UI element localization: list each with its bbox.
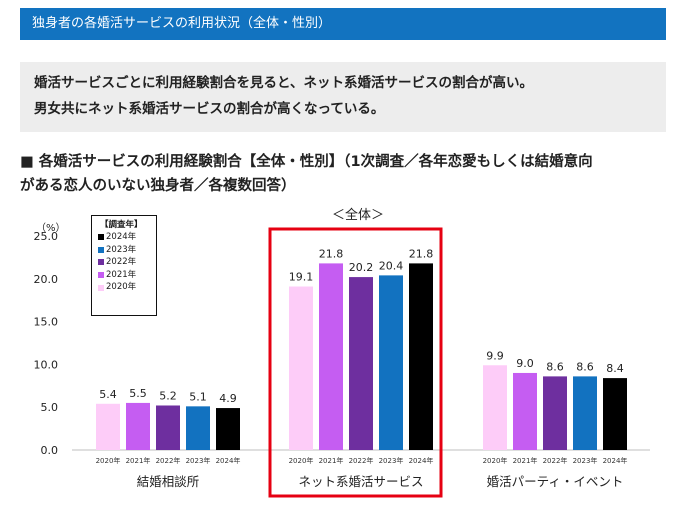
bar-value-label: 8.6 — [576, 360, 594, 373]
x-tick-label: 2021年 — [513, 456, 538, 465]
x-tick-label: 2023年 — [379, 456, 404, 465]
group-label: ネット系婚活サービス — [298, 474, 423, 489]
y-tick-label: 5.0 — [41, 401, 59, 414]
bar-value-label: 9.0 — [516, 357, 534, 370]
x-tick-label: 2023年 — [186, 456, 211, 465]
bar-value-label: 4.9 — [219, 392, 237, 405]
y-axis-unit: （%） — [36, 222, 66, 234]
page-header-title: 独身者の各婚活サービスの利用状況（全体・性別） — [32, 16, 332, 31]
bar-value-label: 8.4 — [606, 362, 624, 375]
bar-value-label: 5.5 — [129, 387, 147, 400]
bar — [573, 376, 597, 450]
bar — [349, 277, 373, 450]
x-tick-label: 2021年 — [126, 456, 151, 465]
bar-value-label: 5.4 — [99, 388, 117, 401]
x-tick-label: 2022年 — [349, 456, 374, 465]
legend-label: 2024年 — [106, 232, 137, 242]
bar — [483, 365, 507, 450]
bar — [543, 376, 567, 450]
y-tick-label: 25.0 — [34, 230, 59, 243]
bar — [319, 263, 343, 450]
summary-line: 男女共にネット系婚活サービスの割合が高くなっている。 — [34, 101, 385, 117]
legend-label: 2022年 — [106, 257, 137, 268]
section-title-line: ■ 各婚活サービスの利用経験割合【全体・性別】（1次調査／各年恋愛もしくは結婚意… — [20, 154, 593, 170]
x-tick-label: 2024年 — [409, 456, 434, 465]
bar-value-label: 20.2 — [349, 261, 374, 274]
section-title-line: がある恋人のいない独身者／各複数回答） — [20, 178, 296, 194]
bar-value-label: 19.1 — [289, 271, 314, 284]
legend-swatch — [98, 272, 104, 279]
bar — [126, 402, 150, 450]
bar — [409, 263, 433, 450]
bar — [96, 403, 120, 450]
legend-item: 2024年 — [98, 231, 156, 244]
bar-value-label: 21.8 — [409, 247, 434, 260]
legend-item: 2022年 — [98, 256, 156, 269]
legend-label: 2023年 — [106, 244, 137, 255]
x-tick-label: 2022年 — [156, 456, 181, 465]
bar — [513, 372, 537, 450]
legend-swatch — [98, 259, 104, 266]
legend-item: 2023年 — [98, 244, 156, 257]
bar-value-label: 20.4 — [379, 259, 404, 272]
y-tick-label: 20.0 — [34, 273, 59, 286]
x-tick-label: 2024年 — [603, 456, 628, 465]
chart-title: ＜全体＞ — [332, 207, 384, 223]
group-label: 婚活パーティ・イベント — [487, 474, 624, 489]
bar — [289, 286, 313, 450]
summary-box: 婚活サービスごとに利用経験割合を見ると、ネット系婚活サービスの割合が高い。 男女… — [20, 62, 666, 132]
y-tick-label: 15.0 — [34, 316, 59, 329]
x-tick-label: 2024年 — [216, 456, 241, 465]
bar — [216, 408, 240, 450]
bar — [379, 275, 403, 450]
chart-legend: 【調査年】 2024年 2023年 2022年 2021年 2020年 — [91, 215, 157, 316]
bar — [603, 378, 627, 450]
y-tick-label: 0.0 — [41, 444, 59, 457]
bar-value-label: 21.8 — [319, 247, 344, 260]
bar-value-label: 5.2 — [159, 389, 177, 402]
x-tick-label: 2020年 — [289, 456, 314, 465]
bar — [186, 406, 210, 450]
legend-swatch — [98, 246, 104, 253]
bar — [156, 405, 180, 450]
legend-item: 2021年 — [98, 269, 156, 282]
x-tick-label: 2020年 — [483, 456, 508, 465]
legend-label: 2021年 — [106, 269, 137, 280]
y-tick-label: 10.0 — [34, 358, 59, 371]
legend-swatch — [98, 234, 104, 241]
bar-value-label: 8.6 — [546, 360, 564, 373]
bar-value-label: 5.1 — [189, 390, 207, 403]
page-header: 独身者の各婚活サービスの利用状況（全体・性別） — [20, 8, 666, 40]
legend-item: 2020年 — [98, 281, 156, 294]
x-tick-label: 2021年 — [319, 456, 344, 465]
legend-swatch — [98, 284, 104, 291]
x-tick-label: 2023年 — [573, 456, 598, 465]
x-tick-label: 2022年 — [543, 456, 568, 465]
summary-line: 婚活サービスごとに利用経験割合を見ると、ネット系婚活サービスの割合が高い。 — [34, 75, 533, 91]
legend-title: 【調査年】 — [100, 220, 143, 230]
group-label: 結婚相談所 — [137, 474, 200, 489]
legend-label: 2020年 — [106, 282, 137, 293]
section-title: ■ 各婚活サービスの利用経験割合【全体・性別】（1次調査／各年恋愛もしくは結婚意… — [20, 150, 680, 198]
x-tick-label: 2020年 — [96, 456, 121, 465]
bar-value-label: 9.9 — [486, 349, 504, 362]
highlight-frame — [268, 227, 443, 498]
